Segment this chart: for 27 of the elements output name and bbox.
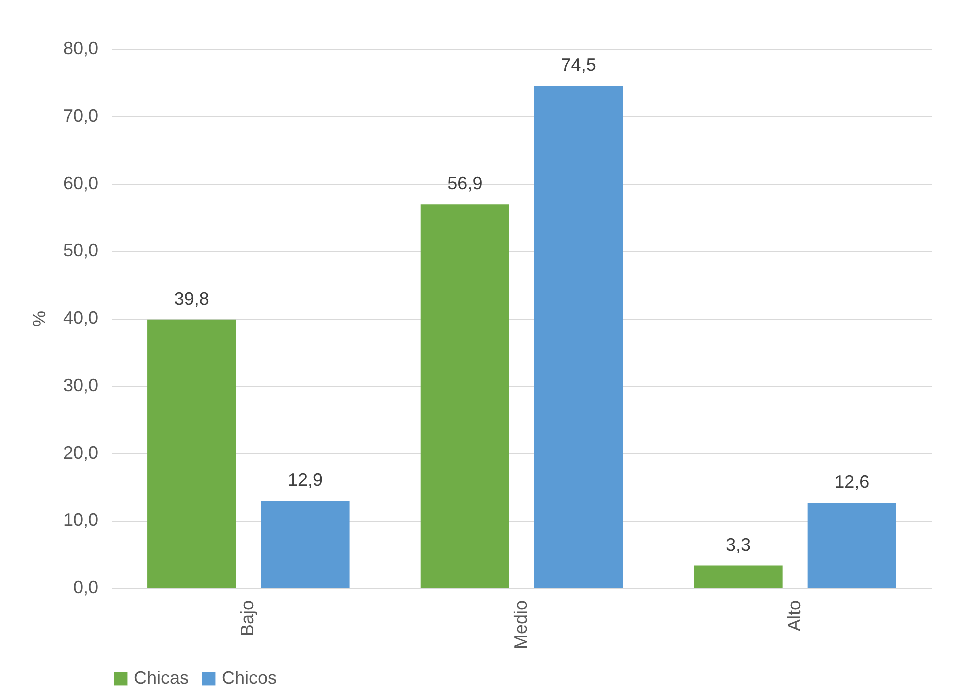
data-label: 39,8 bbox=[174, 288, 210, 309]
data-label: 74,5 bbox=[561, 55, 596, 76]
data-label: 12,9 bbox=[288, 470, 324, 490]
bar bbox=[808, 503, 896, 588]
data-label: 12,6 bbox=[834, 472, 870, 492]
data-label: 3,3 bbox=[726, 534, 752, 555]
y-tick-label: 40,0 bbox=[63, 308, 98, 328]
bar bbox=[261, 501, 350, 588]
y-tick-label: 50,0 bbox=[63, 240, 98, 261]
legend-label: Chicas bbox=[134, 668, 190, 688]
y-axis-title: % bbox=[29, 310, 50, 328]
y-tick-label: 60,0 bbox=[63, 173, 98, 194]
y-tick-label: 20,0 bbox=[63, 442, 98, 463]
x-tick-label: Alto bbox=[784, 600, 804, 632]
x-tick-label: Medio bbox=[511, 600, 531, 650]
bar bbox=[148, 320, 236, 588]
data-label: 56,9 bbox=[448, 174, 483, 194]
y-tick-label: 80,0 bbox=[63, 38, 98, 58]
y-tick-label: 30,0 bbox=[63, 375, 98, 396]
bar bbox=[534, 86, 624, 588]
bar bbox=[694, 566, 783, 588]
x-tick-label: Bajo bbox=[238, 600, 258, 637]
y-tick-label: 10,0 bbox=[63, 510, 98, 530]
legend-label: Chicos bbox=[222, 668, 278, 688]
y-tick-label: 0,0 bbox=[73, 578, 98, 598]
bar bbox=[420, 204, 510, 588]
y-tick-label: 70,0 bbox=[63, 106, 98, 126]
